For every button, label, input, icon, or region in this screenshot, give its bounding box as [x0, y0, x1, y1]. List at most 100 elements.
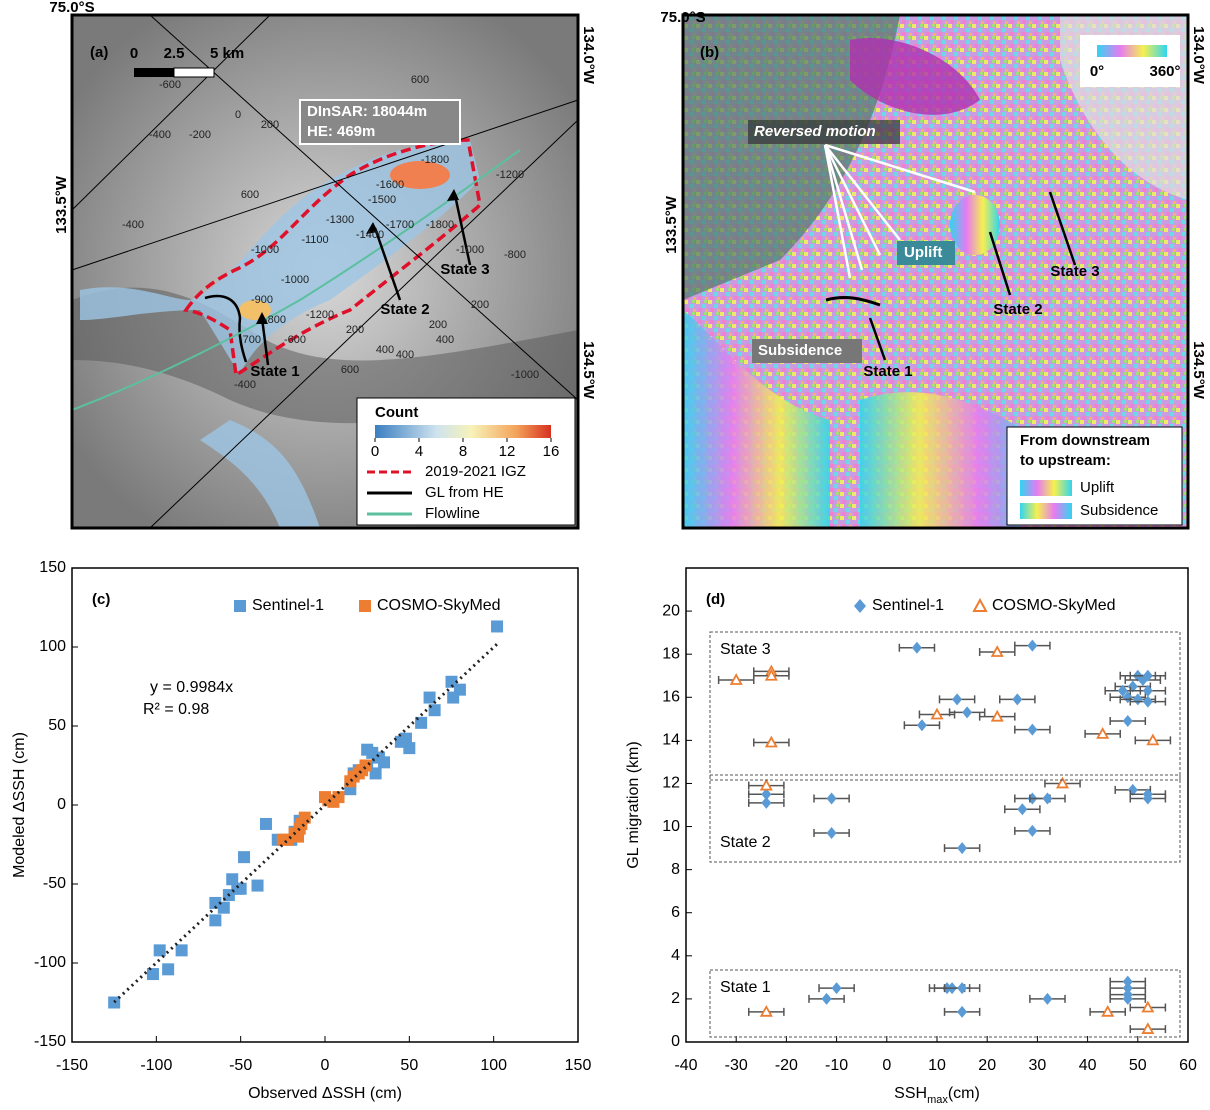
contour-label: -1200: [306, 309, 334, 321]
label-part: Observed ΔSSH (cm): [248, 1085, 402, 1102]
contour-label: -600: [284, 334, 306, 346]
point: [1027, 724, 1037, 736]
scale-label: 0: [130, 45, 138, 62]
x-tick-label: -40: [674, 1057, 697, 1074]
phase-bar: [1097, 45, 1167, 57]
y-tick-label: 20: [662, 602, 680, 619]
x-tick-label: 0: [321, 1057, 330, 1074]
annotation: Reversed motion: [754, 123, 876, 140]
state-label: State 3: [720, 641, 771, 658]
scale-bar: [174, 68, 214, 77]
point: [1017, 803, 1027, 815]
legend-label: COSMO-SkyMed: [992, 597, 1116, 614]
point: [832, 982, 842, 994]
legend-label: Sentinel-1: [872, 597, 944, 614]
point: [1103, 1007, 1113, 1016]
contour-label: 400: [396, 349, 414, 361]
scale-bar: [134, 68, 174, 77]
annotation: Uplift: [904, 244, 942, 261]
annotation: Subsidence: [758, 342, 842, 359]
x-tick-label: 50: [400, 1057, 418, 1074]
phase-label: 360°: [1149, 63, 1180, 80]
legend-marker: [974, 600, 986, 611]
y-tick-label: 8: [671, 861, 680, 878]
x-tick-label: 40: [1079, 1057, 1097, 1074]
x-tick-label: -20: [775, 1057, 798, 1074]
panel-label: (c): [92, 591, 110, 608]
lat-label: 75.0°S: [49, 0, 94, 16]
colorbar-tick-label: 16: [543, 443, 560, 460]
contour-label: -800: [504, 249, 526, 261]
contour-label: -1000: [281, 274, 309, 286]
plot-frame: [686, 568, 1188, 1042]
contour-label: -1000: [251, 244, 279, 256]
info-text: HE: 469m: [307, 123, 375, 140]
point: [1143, 1003, 1153, 1012]
fit-text: R² = 0.98: [143, 701, 209, 718]
point: [992, 712, 1002, 721]
x-axis-label: SSHmax(cm): [894, 1085, 980, 1105]
legend-marker: [359, 600, 371, 612]
label-part: max: [927, 1094, 948, 1105]
point: [1027, 825, 1037, 837]
lat-label: 75.0°S: [660, 9, 705, 26]
contour-label: -1000: [456, 244, 484, 256]
label-part: (cm): [948, 1085, 980, 1102]
x-tick-label: -10: [825, 1057, 848, 1074]
lon-label: 134.5°W: [1190, 341, 1207, 400]
y-tick-label: 0: [671, 1033, 680, 1050]
y-tick-label: 50: [48, 717, 66, 734]
point: [822, 993, 832, 1005]
contour-label: -1400: [356, 229, 384, 241]
x-tick-label: -30: [725, 1057, 748, 1074]
point: [1042, 793, 1052, 805]
point: [238, 851, 250, 863]
point: [260, 818, 272, 830]
point: [957, 1006, 967, 1018]
legend-title: From downstream: [1020, 432, 1150, 449]
contour-label: -1600: [376, 179, 404, 191]
legend-item: Uplift: [1080, 479, 1115, 496]
y-tick-label: -100: [34, 954, 66, 971]
colorbar: [375, 425, 551, 438]
label-part: SSH: [894, 1085, 927, 1102]
y-tick-label: 6: [671, 904, 680, 921]
state-label: State 1: [720, 979, 771, 996]
point: [827, 793, 837, 805]
contour-label: 400: [436, 334, 454, 346]
y-tick-label: 16: [662, 688, 680, 705]
point: [154, 944, 166, 956]
contour-label: -1500: [368, 194, 396, 206]
contour-label: -200: [189, 129, 211, 141]
point: [491, 620, 503, 632]
info-text: DInSAR: 18044m: [307, 103, 427, 120]
point: [827, 827, 837, 839]
contour-label: 0: [235, 109, 241, 121]
contour-label: 200: [346, 324, 364, 336]
contour-label: 600: [411, 74, 429, 86]
x-tick-label: -150: [56, 1057, 88, 1074]
lon-label: 134.0°W: [1190, 26, 1207, 85]
contour-label: 600: [241, 189, 259, 201]
y-axis-label: GL migration (km): [625, 741, 642, 868]
contour-label: -1000: [511, 369, 539, 381]
x-tick-label: 30: [1029, 1057, 1047, 1074]
contour-label: -700: [239, 334, 261, 346]
state-label: State 3: [440, 261, 489, 278]
state-label: State 2: [720, 834, 771, 851]
contour-label: -400: [122, 219, 144, 231]
point: [992, 647, 1002, 656]
y-tick-label: 14: [662, 732, 680, 749]
x-axis-label: Observed ΔSSH (cm): [248, 1085, 402, 1102]
contour-label: 400: [376, 344, 394, 356]
colorbar-tick-label: 12: [499, 443, 516, 460]
legend-label: Sentinel-1: [252, 597, 324, 614]
point: [162, 963, 174, 975]
point: [209, 914, 221, 926]
x-tick-label: 150: [565, 1057, 592, 1074]
legend-title: Count: [375, 404, 418, 421]
state-label: State 2: [380, 301, 429, 318]
lon-label: 133.5°W: [663, 195, 680, 254]
point: [235, 883, 247, 895]
legend-label: COSMO-SkyMed: [377, 597, 501, 614]
